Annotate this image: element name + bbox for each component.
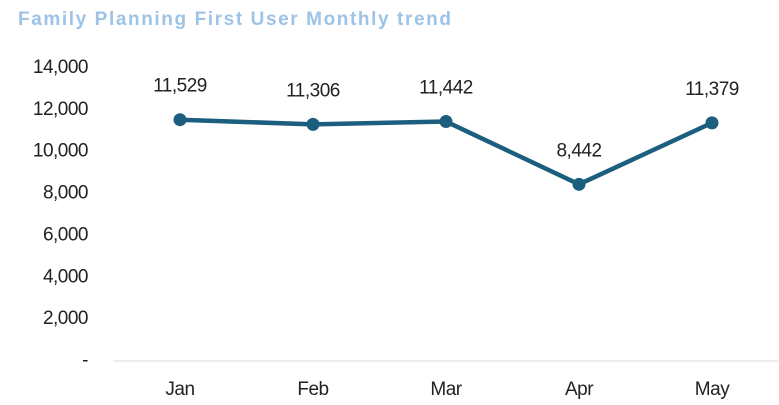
x-tick-label: Mar: [430, 379, 462, 400]
x-tick-label: Jan: [165, 379, 194, 400]
y-tick-label: 12,000: [33, 99, 88, 120]
y-tick-label: 6,000: [43, 224, 88, 245]
chart-title: Family Planning First User Monthly trend: [18, 9, 453, 30]
data-label: 8,442: [556, 140, 601, 161]
point: [705, 116, 719, 130]
x-tick-label: Apr: [565, 379, 594, 400]
x-tick-label: Feb: [297, 379, 328, 400]
point: [572, 177, 586, 191]
data-label: 11,306: [286, 80, 340, 101]
y-tick-label: 10,000: [33, 141, 88, 162]
point: [439, 115, 453, 129]
point: [306, 117, 320, 131]
y-tick-label: 2,000: [43, 308, 88, 329]
data-label: 11,379: [685, 79, 739, 100]
y-tick-label: 8,000: [43, 183, 88, 204]
line: [179, 117, 713, 187]
point: [173, 113, 187, 127]
y-tick-label: -: [82, 350, 88, 371]
y-tick-label: 4,000: [43, 266, 88, 287]
x-tick-label: May: [695, 379, 730, 400]
data-label: 11,529: [153, 76, 207, 97]
data-label: 11,442: [419, 78, 473, 99]
y-tick-label: 14,000: [33, 57, 88, 78]
